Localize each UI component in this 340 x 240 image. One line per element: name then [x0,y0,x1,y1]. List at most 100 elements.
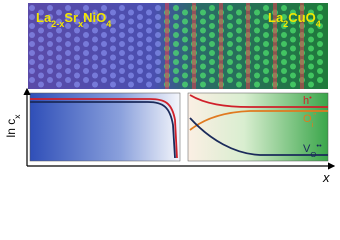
stripe [192,3,196,89]
atom [128,36,134,43]
atom [128,18,134,25]
atom [65,59,71,65]
atom [308,27,314,34]
text-part: i [312,120,314,129]
species-label: Oi″ [303,111,316,129]
atom [38,27,44,34]
atom [227,68,233,74]
atom [128,54,134,61]
curve-left-navy [30,101,176,159]
atom [236,45,242,52]
atom [209,77,215,83]
left-panel [29,92,181,162]
atom [227,32,233,38]
lattice-image [28,3,328,89]
text-part: ln c [4,119,18,138]
atom [29,77,35,83]
atom [146,81,152,88]
text-part: ″ [313,111,316,120]
atom [281,68,287,74]
atom [56,63,62,70]
atom [137,50,143,56]
atom [173,59,179,65]
atom [308,81,314,88]
atom [182,63,188,70]
atom [110,54,116,61]
atom [101,41,107,47]
text-part: La [268,10,284,25]
atom [182,27,188,34]
atom [29,50,35,56]
atom [209,68,215,74]
atom [155,5,161,11]
atom [200,81,206,88]
atom [173,14,179,20]
atom [119,41,125,47]
atom [65,23,71,29]
text-part: O [303,113,312,125]
stripe [219,3,223,89]
atom [182,18,188,25]
atom [317,59,323,65]
atom [290,45,296,52]
atom [128,45,134,52]
stripe [273,3,277,89]
atom [110,63,116,70]
text-part: 2 [283,19,288,29]
atom [182,9,188,16]
atom [182,72,188,79]
atom [236,54,242,61]
atom [146,27,152,34]
atom [281,59,287,65]
atom [101,50,107,56]
atom [29,68,35,74]
species-label: VO•• [303,141,322,159]
curve-hole [189,94,328,108]
atom [92,18,98,25]
atom [290,81,296,88]
atom [263,32,269,38]
atom [119,23,125,29]
left-material-label: La2-xSrxNiO4 [36,10,112,29]
atom [173,5,179,11]
atom [38,54,44,61]
stripe [300,3,304,89]
atom [119,32,125,38]
atom [137,32,143,38]
atom [317,50,323,56]
atom [56,27,62,34]
atom [56,45,62,52]
atom [101,23,107,29]
atom [92,45,98,52]
atom [263,59,269,65]
text-part: V [303,143,311,155]
atom [281,77,287,83]
atom [119,5,125,11]
atom [47,59,53,65]
atom [128,81,134,88]
atom [137,68,143,74]
atom [65,68,71,74]
atom [83,68,89,74]
atom [146,36,152,43]
atom [74,63,80,70]
atom [290,18,296,25]
atom [236,36,242,43]
atom [38,9,44,16]
atom [92,27,98,34]
stripe [165,3,169,89]
atom [290,9,296,16]
atom [56,36,62,43]
text-part: 2-x [51,19,64,29]
atom [92,63,98,70]
atom [101,32,107,38]
atom [308,54,314,61]
atom [236,72,242,79]
text-part: x [12,114,22,119]
atom [227,77,233,83]
atom [236,27,242,34]
atom [119,77,125,83]
atom [65,14,71,20]
atom [110,9,116,16]
atom [200,54,206,61]
